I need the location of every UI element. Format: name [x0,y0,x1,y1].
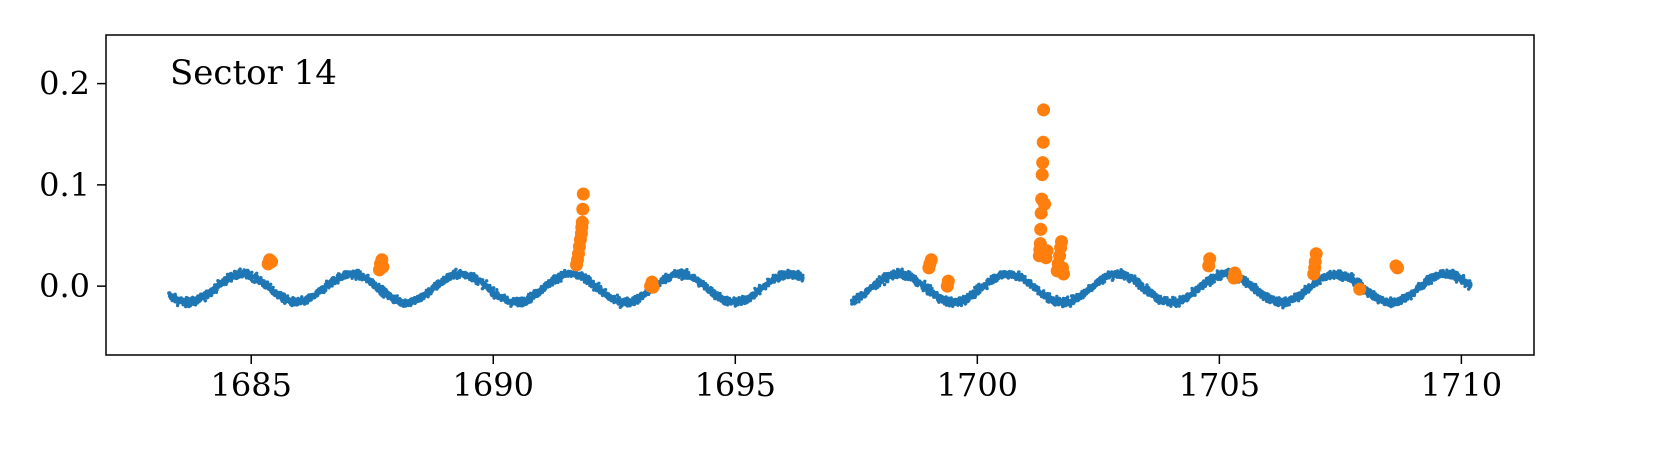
baseline-point [269,282,273,286]
baseline-point [1102,280,1107,284]
baseline-point [175,303,180,308]
baseline-point [492,286,496,290]
baseline-point [556,280,560,285]
baseline-point [285,294,290,298]
baseline-point [1066,295,1070,299]
baseline-point [186,296,190,300]
baseline-point [324,288,328,292]
baseline-point [255,271,259,275]
baseline-point [1017,270,1021,274]
baseline-point [279,291,283,295]
baseline-point [395,294,399,298]
baseline-point [1037,286,1041,290]
baseline-point [250,270,254,274]
baseline-point [259,276,263,280]
baseline-point [373,281,378,285]
baseline-point [366,273,370,277]
baseline-point [597,281,601,285]
baseline-series [167,267,1473,310]
baseline-point [1023,274,1027,279]
baseline-point [184,304,188,309]
baseline-point [685,267,689,272]
baseline-point [1174,304,1178,309]
baseline-point [358,270,362,274]
baseline-point [1287,303,1291,307]
baseline-point [857,300,861,304]
baseline-point [603,288,608,292]
baseline-point [271,285,275,290]
baseline-point [377,282,381,287]
baseline-point [209,293,214,297]
baseline-point [265,280,270,284]
baseline-point [985,286,989,291]
baseline-point [748,298,753,303]
baseline-point [705,283,710,288]
baseline-point [959,303,964,308]
baseline-point [599,285,603,290]
baseline-point [882,282,887,287]
baseline-point [854,301,858,305]
baseline-point [238,267,242,271]
baseline-point [336,281,340,285]
baseline-point [1177,304,1181,308]
baseline-point [475,274,479,279]
baseline-point [923,279,927,283]
baseline-point [1042,289,1046,293]
baseline-point [1212,280,1217,284]
baseline-point [502,293,507,297]
baseline-point [1165,296,1169,300]
baseline-point [758,292,762,296]
baseline-point [559,279,563,283]
baseline-point [1193,293,1197,297]
baseline-point [801,276,805,280]
baseline-point [454,267,458,271]
baseline-point [203,299,207,303]
baseline-point [485,279,489,283]
